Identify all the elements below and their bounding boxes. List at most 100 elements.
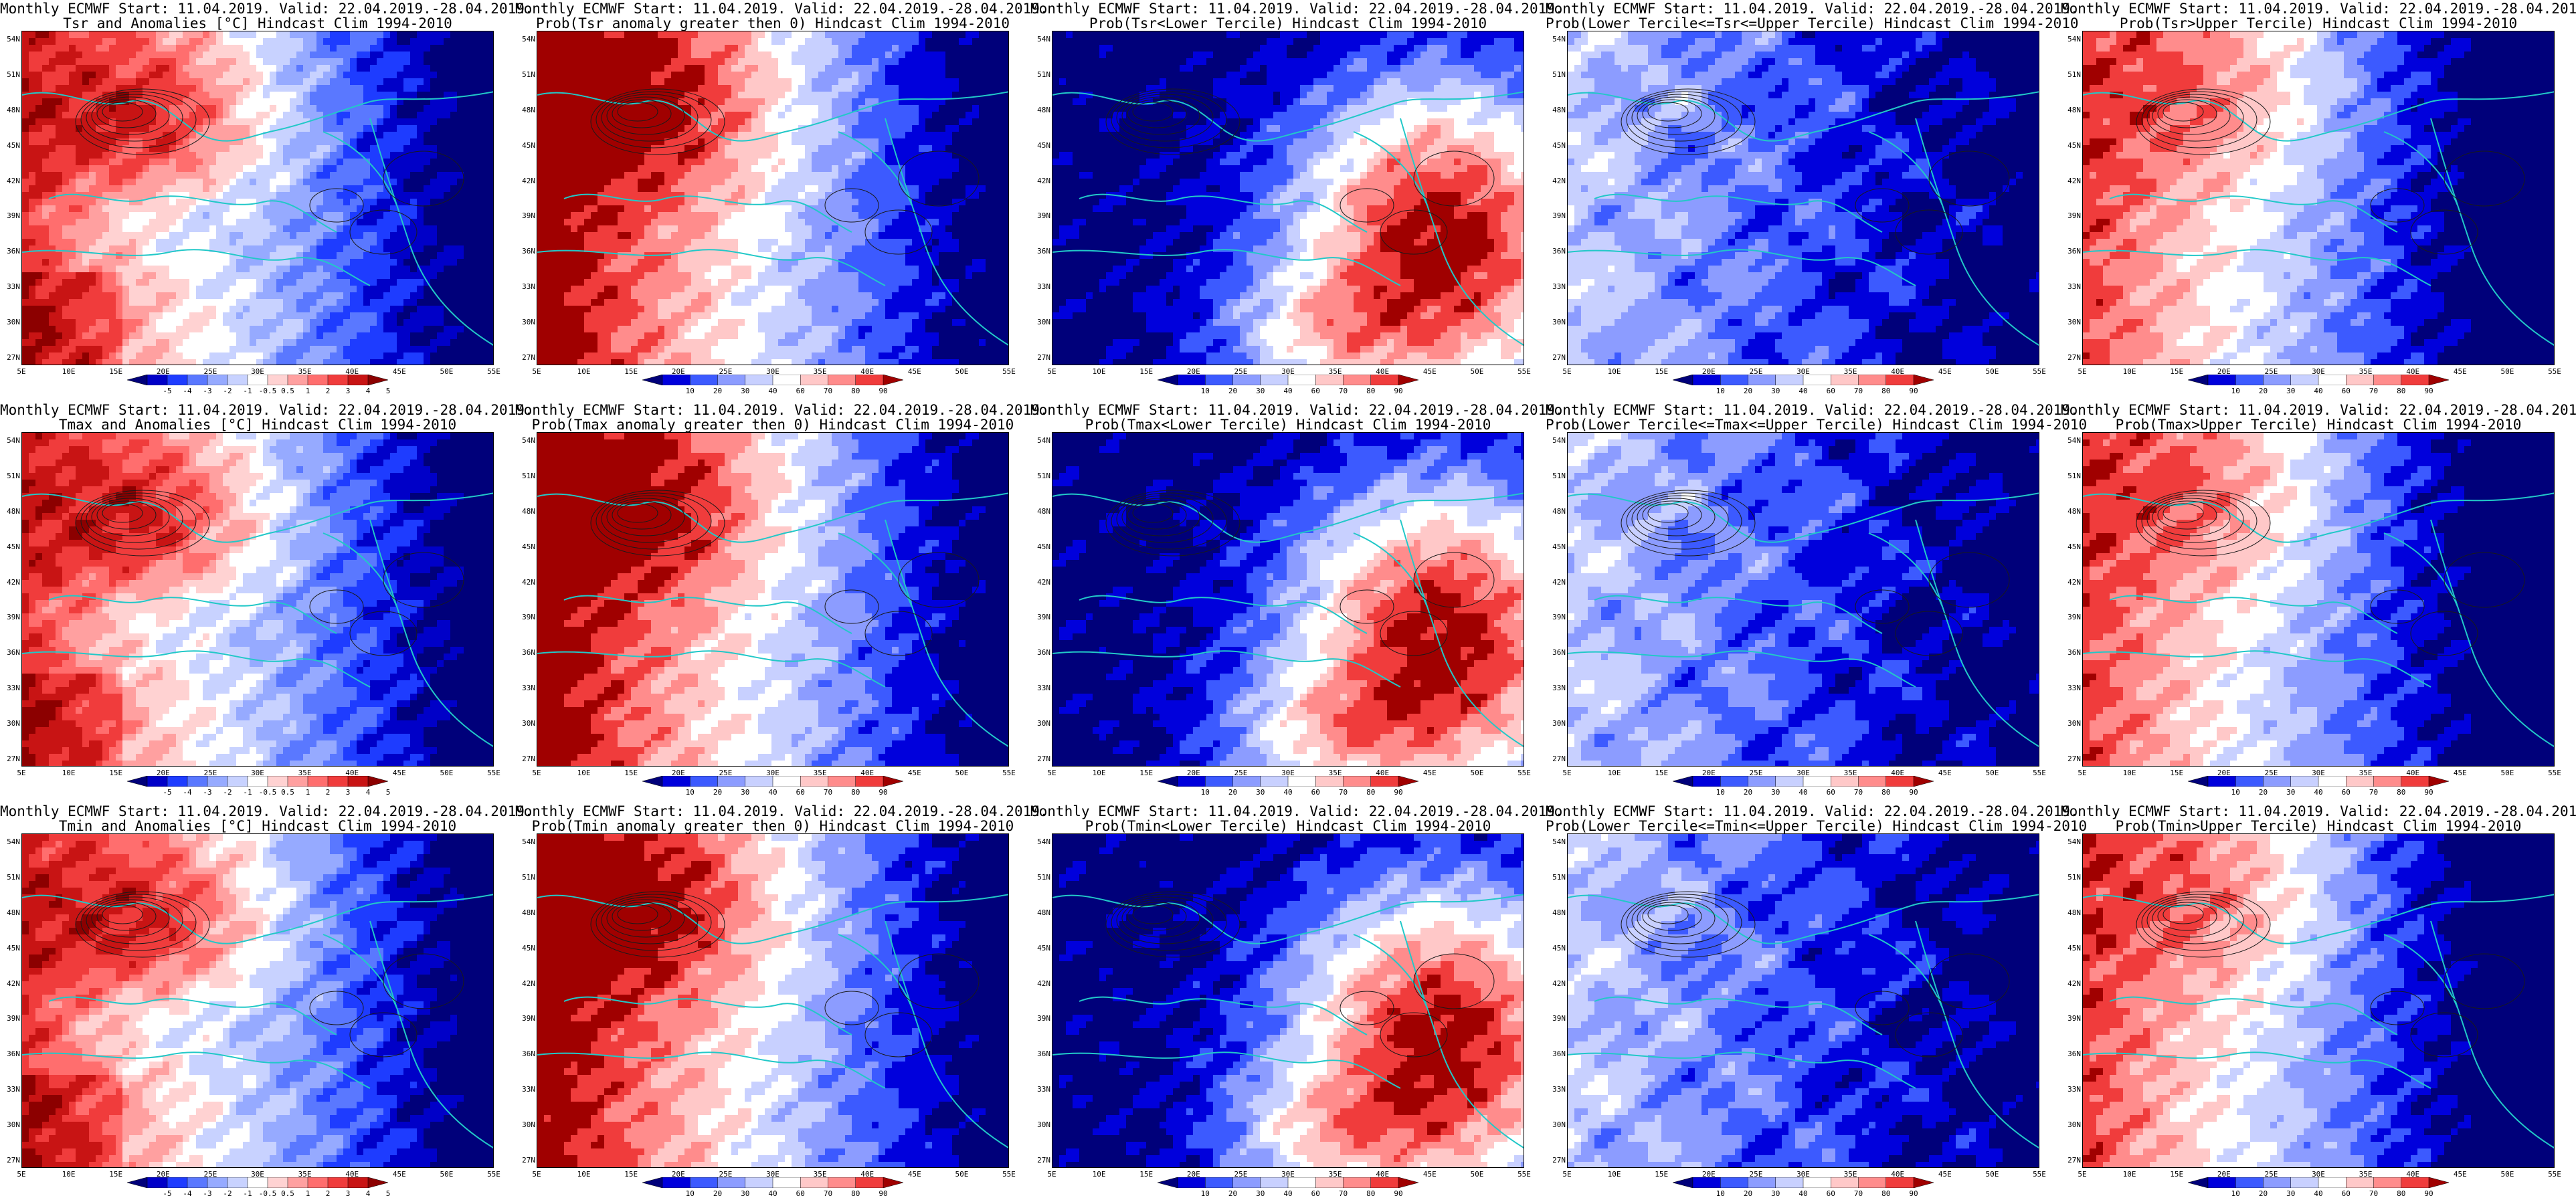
longitude-label: 40E xyxy=(2399,367,2426,376)
colorbar-label: 80 xyxy=(1876,1189,1896,1198)
temperature-contour xyxy=(1928,953,2010,1009)
longitude-label: 20E xyxy=(2211,1170,2237,1179)
colorbar-segment xyxy=(828,375,856,385)
colorbar-label: 80 xyxy=(1876,387,1896,395)
longitude-label: 50E xyxy=(2494,1170,2520,1179)
longitude-label: 25E xyxy=(2258,367,2284,376)
colorbar-label: 60 xyxy=(1305,1189,1325,1198)
temperature-contour xyxy=(349,209,418,255)
colorbar-segment xyxy=(167,776,188,787)
colorbar-label: 10 xyxy=(680,387,700,395)
colorbar-segment xyxy=(127,1177,148,1188)
colorbar-label: -1 xyxy=(238,1189,258,1198)
coastline xyxy=(48,996,337,1035)
colorbar-segment xyxy=(147,776,168,787)
longitude-label: 45E xyxy=(2447,1170,2474,1179)
latitude-label: 54N xyxy=(2063,436,2081,445)
panel-title-line1: Monthly ECMWF Start: 11.04.2019. Valid: … xyxy=(1546,804,2079,819)
colorbar-segment xyxy=(1260,776,1289,787)
latitude-label: 27N xyxy=(1033,353,1050,362)
longitude-label: 10E xyxy=(571,769,597,777)
colorbar-segment xyxy=(745,375,773,385)
longitude-label: 5E xyxy=(2069,367,2096,376)
colorbar xyxy=(2188,375,2449,385)
colorbar-segment xyxy=(2188,375,2209,385)
latitude-label: 51N xyxy=(518,70,535,79)
temperature-contour xyxy=(590,88,725,155)
temperature-contour xyxy=(2410,611,2478,656)
panel-title-line2: Tmin and Anomalies [°C] Hindcast Clim 19… xyxy=(0,819,515,833)
colorbar-segment xyxy=(1158,776,1178,787)
latitude-label: 51N xyxy=(2063,873,2081,882)
latitude-label: 48N xyxy=(2063,106,2081,114)
temperature-contour xyxy=(595,91,712,148)
panel-title-line2: Tmax and Anomalies [°C] Hindcast Clim 19… xyxy=(0,417,515,432)
colorbar-label: 30 xyxy=(735,1189,755,1198)
latitude-label: 54N xyxy=(518,436,535,445)
temperature-contour xyxy=(1127,500,1187,530)
colorbar-label: 70 xyxy=(2364,788,2384,797)
colorbar-segment xyxy=(1720,776,1749,787)
longitude-label: 20E xyxy=(665,769,692,777)
temperature-contour xyxy=(1132,904,1174,924)
colorbar-label: 70 xyxy=(818,788,838,797)
latitude-label: 27N xyxy=(518,755,535,763)
colorbar-segment xyxy=(1315,1177,1344,1188)
temperature-contour xyxy=(898,150,980,207)
colorbar-segment xyxy=(772,776,801,787)
coastline xyxy=(1868,934,1943,1009)
colorbar-segment xyxy=(2263,776,2292,787)
colorbar-segment xyxy=(1287,375,1316,385)
temperature-contour xyxy=(2152,96,2231,135)
temperature-contour xyxy=(309,589,364,624)
colorbar-label: 3 xyxy=(338,1189,358,1198)
longitude-label: 40E xyxy=(339,1170,365,1179)
coastline xyxy=(323,934,397,1009)
colorbar-label: 70 xyxy=(818,387,838,395)
colorbar-label: 70 xyxy=(2364,387,2384,395)
temperature-contour xyxy=(102,503,143,523)
latitude-label: 33N xyxy=(1033,1085,1050,1094)
temperature-contour xyxy=(824,991,879,1025)
coastline xyxy=(563,595,852,634)
temperature-contour xyxy=(1631,94,1729,142)
longitude-label: 20E xyxy=(150,769,177,777)
longitude-label: 45E xyxy=(386,769,413,777)
colorbar-segment xyxy=(642,1177,663,1188)
longitude-label: 5E xyxy=(2069,1170,2096,1179)
map-panel-tmax-1: Monthly ECMWF Start: 11.04.2019. Valid: … xyxy=(0,401,533,803)
colorbar-label: -2 xyxy=(217,1189,238,1198)
longitude-label: 40E xyxy=(854,1170,881,1179)
temperature-contour xyxy=(1380,611,1448,656)
longitude-label: 5E xyxy=(1038,1170,1065,1179)
coastline xyxy=(1594,193,1883,233)
longitude-label: 40E xyxy=(339,769,365,777)
longitude-label: 55E xyxy=(2026,367,2053,376)
temperature-contour xyxy=(75,891,210,958)
temperature-contour xyxy=(606,498,685,536)
colorbar-label: 40 xyxy=(1793,788,1813,797)
coastline xyxy=(537,249,886,286)
colorbar-segment xyxy=(2235,375,2264,385)
colorbar-segment xyxy=(2346,375,2375,385)
colorbar xyxy=(2188,776,2449,787)
colorbar-segment xyxy=(2290,375,2319,385)
temperature-contour xyxy=(2444,552,2525,608)
colorbar-segment xyxy=(662,375,691,385)
colorbar-label: 70 xyxy=(1849,387,1869,395)
temperature-contour xyxy=(1626,91,1742,148)
colorbar-segment xyxy=(127,375,148,385)
coastline xyxy=(1079,595,1368,634)
coastline xyxy=(1052,249,1401,286)
colorbar-segment xyxy=(267,1177,288,1188)
latitude-label: 30N xyxy=(3,1120,20,1129)
colorbar-segment xyxy=(1315,776,1344,787)
colorbar-label: 70 xyxy=(1333,1189,1354,1198)
longitude-label: 35E xyxy=(807,769,834,777)
colorbar-label: 30 xyxy=(2281,387,2301,395)
temperature-contour xyxy=(1132,503,1174,523)
coastline xyxy=(1353,532,1428,607)
colorbar-segment xyxy=(167,1177,188,1188)
longitude-label: 50E xyxy=(1463,769,1490,777)
colorbar-label: 10 xyxy=(1710,387,1730,395)
